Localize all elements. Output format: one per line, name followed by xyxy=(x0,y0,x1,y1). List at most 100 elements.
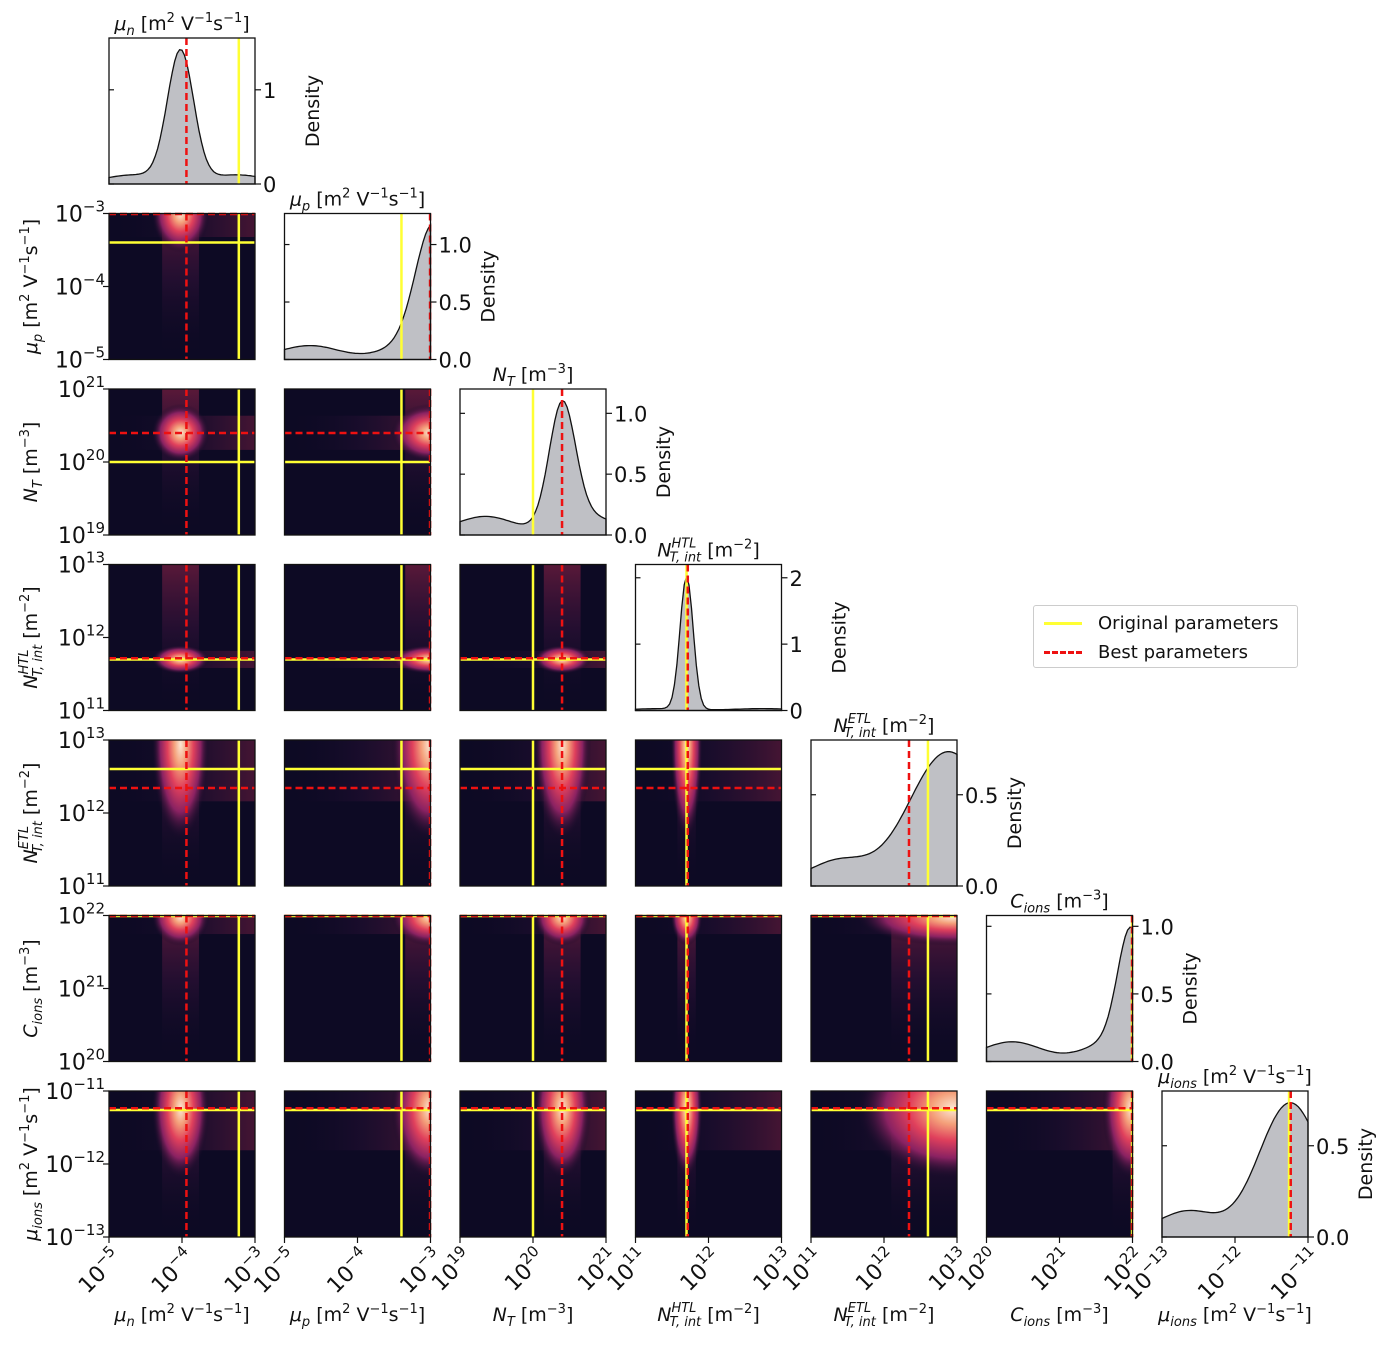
legend-item-best: Best parameters xyxy=(1044,640,1248,664)
ytick-label: 0.0 xyxy=(439,349,472,373)
ytick-label: 1012 xyxy=(58,797,105,827)
heatmap-density xyxy=(986,1091,1133,1237)
axes-frame xyxy=(459,563,607,712)
axes-frame xyxy=(634,739,783,887)
ylabel-nt: NT [m−3] xyxy=(18,422,46,503)
panel-nhtl-mup xyxy=(283,563,432,712)
ylabel-nhtl: NHTLT, int [m−2] xyxy=(17,586,46,688)
axes-frame xyxy=(283,914,432,1063)
ytick-label: 1013 xyxy=(58,549,105,579)
axes-frame xyxy=(810,739,958,887)
marginal-density-mup xyxy=(283,223,432,361)
legend-item-original: Original parameters xyxy=(1044,611,1279,635)
marginal-title-muion: μions [m2 V−1s−1] xyxy=(1157,1064,1312,1092)
axes-frame xyxy=(283,388,432,536)
xlabel-nhtl: NHTL T, int [m−2] xyxy=(657,1301,759,1330)
xtick-label: 1012 xyxy=(848,1242,903,1297)
heatmap-density xyxy=(284,915,431,1062)
xtick-label: 1021 xyxy=(1023,1242,1078,1297)
marginal-density-mun xyxy=(108,48,256,185)
panel-cion-mun: 1020 1021 1022 Cions [m−3] xyxy=(18,900,256,1076)
heatmap-density xyxy=(635,740,782,886)
xlabel-mun: μn [m2 V−1s−1] xyxy=(113,1302,249,1330)
legend-label-best: Best parameters xyxy=(1098,641,1248,663)
panel-nt-mun: 1019 1020 1021 NT [m−3] xyxy=(18,373,256,549)
panel-cion-netl xyxy=(810,914,958,1063)
heatmap-bg xyxy=(635,915,782,1062)
density-label: Density xyxy=(1355,1128,1377,1200)
panel-nhtl-mun: 1011 1012 1013 NHTLT, int [m−2] xyxy=(17,549,256,725)
ytick-label: 0.0 xyxy=(1141,1051,1174,1075)
ytick-label: 1019 xyxy=(58,519,105,549)
heatmap-density xyxy=(109,1091,255,1237)
panel-mup-mun: 10−5 10−4 10−3 μp [m2 V−1s−1] xyxy=(18,198,256,374)
ytick-label: 1011 xyxy=(58,870,105,900)
ytick-label: 1020 xyxy=(58,446,105,476)
ytick-label: 10−13 xyxy=(45,1221,105,1251)
heatmap-peak xyxy=(1102,1091,1133,1180)
ytick-label: 0.5 xyxy=(1141,983,1174,1007)
ylabel-cion: Cions [m−3] xyxy=(18,939,46,1037)
panel-muion-mup: 10−510−410−3μp [m2 V−1s−1] xyxy=(250,1090,440,1330)
legend-swatch-solid xyxy=(1044,621,1082,625)
heatmap-density xyxy=(109,740,255,886)
panel-nt-nt: 0.0 0.5 1.0 Density NT [m−3] xyxy=(459,362,675,548)
panel-cion-mup xyxy=(283,914,432,1063)
xlabel-mup: μp [m2 V−1s−1] xyxy=(289,1302,425,1330)
xtick-label: 10−4 xyxy=(319,1242,376,1299)
ytick-label: 10−12 xyxy=(45,1148,105,1178)
axes-frame xyxy=(810,914,958,1063)
ytick-label: 0 xyxy=(790,700,803,724)
ytick-label: 1 xyxy=(790,633,803,657)
xtick-label: 1020 xyxy=(497,1242,552,1297)
density-label: Density xyxy=(478,250,500,322)
ytick-label: 1022 xyxy=(58,900,105,930)
heatmap-peak xyxy=(151,740,210,841)
marginal-title-mun: μn [m2 V−1s−1] xyxy=(113,11,249,39)
panel-netl-mun: 1011 1012 1013 NETLT, int [m−2] xyxy=(17,724,256,900)
ytick-label: 10−4 xyxy=(55,271,105,301)
ylabel-muion: μions [m2 V−1s−1] xyxy=(18,1087,46,1242)
axes-frame xyxy=(108,37,256,185)
ytick-label: 0.5 xyxy=(965,784,998,808)
density-label: Density xyxy=(1004,777,1026,849)
panel-cion-nhtl xyxy=(634,914,783,1063)
xtick-label: 1012 xyxy=(672,1242,727,1297)
marginal-title-nt: NT [m−3] xyxy=(493,362,574,390)
marginal-density-muion xyxy=(1161,1102,1309,1238)
marginal-density-nhtl xyxy=(634,573,783,712)
axes-frame xyxy=(459,388,607,536)
xtick-label: 10−12 xyxy=(1190,1242,1253,1305)
heatmap-peak xyxy=(856,915,957,946)
panel-nhtl-nt xyxy=(459,563,607,712)
ytick-label: 10−11 xyxy=(45,1075,105,1105)
axes-frame xyxy=(459,914,607,1063)
marginal-title-cion: Cions [m−3] xyxy=(1010,889,1108,917)
ytick-label: 1.0 xyxy=(614,402,647,426)
density-label: Density xyxy=(653,426,675,498)
density-label: Density xyxy=(829,601,851,673)
ytick-label: 1013 xyxy=(58,724,105,754)
ytick-label: 0.0 xyxy=(1316,1226,1349,1250)
panel-mun-mun: 0 1 Density μn [m2 V−1s−1] xyxy=(108,11,324,197)
ytick-label: 1021 xyxy=(58,973,105,1003)
panel-nt-mup xyxy=(283,388,432,536)
axes-frame xyxy=(634,563,783,712)
xlabel-nt: NT [m−3] xyxy=(493,1302,574,1330)
axes-frame xyxy=(459,739,607,887)
heatmap-density xyxy=(109,915,255,1062)
heatmap-peak xyxy=(151,915,210,946)
panel-cion-cion: 0.0 0.5 1.0 Density Cions [m−3] xyxy=(985,889,1202,1075)
heatmap-density xyxy=(811,915,957,1062)
axes-frame xyxy=(634,914,783,1063)
marginal-title-nhtl: NHTL T, int [m−2] xyxy=(657,537,759,566)
ytick-label: 1011 xyxy=(58,695,105,725)
ylabel-mup: μp [m2 V−1s−1] xyxy=(18,219,46,355)
panel-netl-nhtl xyxy=(634,739,783,887)
heatmap-density xyxy=(284,1091,431,1237)
